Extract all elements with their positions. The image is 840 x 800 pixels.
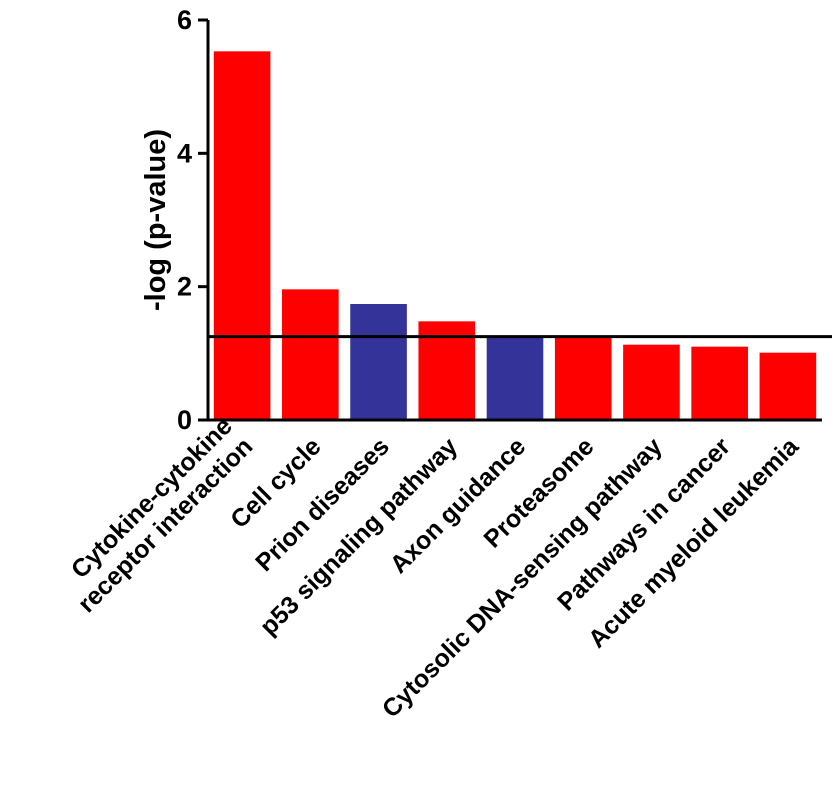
y-tick-label: 2 xyxy=(177,272,192,302)
y-tick-label: 6 xyxy=(177,5,192,35)
bar xyxy=(213,51,271,420)
bar xyxy=(554,336,612,420)
bar xyxy=(623,344,680,420)
bar xyxy=(282,289,339,420)
y-tick-label: 4 xyxy=(177,138,192,168)
category-labels: Cytokine-cytokinereceptor interactionCel… xyxy=(66,412,805,723)
bars xyxy=(213,51,817,420)
y-axis-title: -log (p-value) xyxy=(140,129,172,311)
y-tick-label: 0 xyxy=(177,405,192,435)
bar xyxy=(350,304,407,420)
bar xyxy=(486,336,544,420)
bar xyxy=(691,346,748,420)
category-label-line: receptor interaction xyxy=(73,432,259,618)
y-axis: 0 2 4 6 xyxy=(177,5,210,435)
bar xyxy=(759,352,817,420)
